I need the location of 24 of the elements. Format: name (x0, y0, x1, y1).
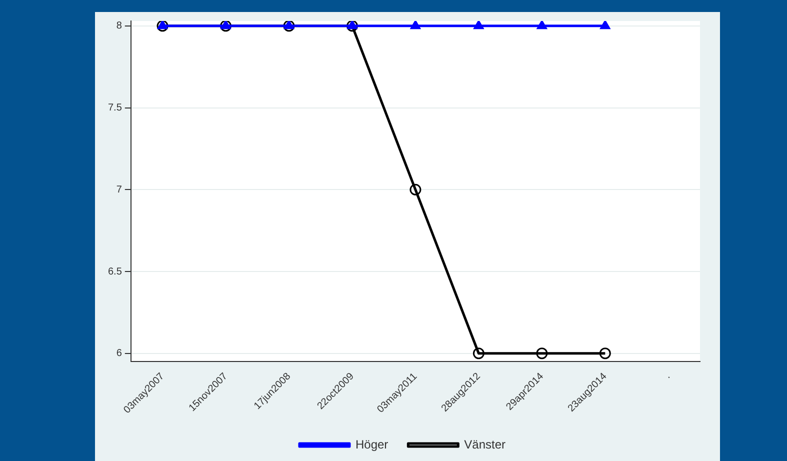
point (599, 348, 611, 360)
point (283, 21, 295, 32)
point (536, 348, 548, 360)
y-tick-label: 6 (116, 348, 122, 360)
legend-label: Höger (355, 437, 388, 452)
point (156, 21, 168, 32)
point (410, 21, 421, 30)
point (536, 21, 547, 30)
y-tick-label: 7.5 (108, 102, 122, 114)
point (220, 21, 231, 30)
y-tick-label: 6.5 (108, 266, 122, 278)
point (472, 348, 484, 360)
x-tick-label: . (662, 371, 672, 381)
point (346, 21, 358, 32)
point (220, 21, 232, 32)
legend-label: Vänster (464, 437, 506, 452)
point (474, 21, 484, 30)
point (157, 21, 168, 30)
point (347, 21, 358, 30)
point (600, 21, 610, 30)
point (410, 184, 422, 196)
point (284, 21, 294, 30)
y-tick-label: 7 (116, 184, 122, 196)
y-tick-label: 8 (116, 20, 122, 32)
